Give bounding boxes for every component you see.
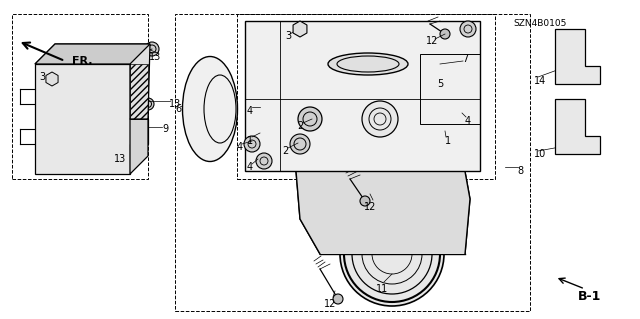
Text: 13: 13 xyxy=(114,154,126,164)
Text: 12: 12 xyxy=(324,299,336,309)
Text: 6: 6 xyxy=(175,104,181,114)
Circle shape xyxy=(254,126,270,142)
Text: 9: 9 xyxy=(162,124,168,134)
Polygon shape xyxy=(293,21,307,37)
Bar xyxy=(245,21,480,171)
Polygon shape xyxy=(35,44,150,64)
Polygon shape xyxy=(555,29,600,84)
Bar xyxy=(420,54,480,124)
Text: 4: 4 xyxy=(465,116,471,126)
Text: 5: 5 xyxy=(437,79,443,89)
Text: 4: 4 xyxy=(247,106,253,116)
Bar xyxy=(175,14,530,311)
Text: 2: 2 xyxy=(297,121,303,131)
Text: 8: 8 xyxy=(517,166,523,176)
Polygon shape xyxy=(295,61,470,254)
Circle shape xyxy=(290,134,310,154)
Text: 13: 13 xyxy=(149,52,161,62)
Circle shape xyxy=(440,29,450,39)
Text: 2: 2 xyxy=(282,146,288,156)
Text: 7: 7 xyxy=(462,54,468,64)
Circle shape xyxy=(333,294,343,304)
Text: 10: 10 xyxy=(534,149,546,159)
Text: 1: 1 xyxy=(247,136,253,146)
Circle shape xyxy=(244,136,260,152)
Text: 3: 3 xyxy=(39,72,45,82)
Polygon shape xyxy=(555,99,600,154)
Circle shape xyxy=(298,107,322,131)
Bar xyxy=(237,14,495,179)
Circle shape xyxy=(75,157,89,171)
Text: 12: 12 xyxy=(426,36,438,46)
Circle shape xyxy=(256,153,272,169)
Circle shape xyxy=(432,126,448,142)
Circle shape xyxy=(360,196,370,206)
Polygon shape xyxy=(46,72,58,86)
Text: 11: 11 xyxy=(376,284,388,294)
Polygon shape xyxy=(35,64,148,174)
Text: 4: 4 xyxy=(237,142,243,152)
Circle shape xyxy=(340,202,444,306)
Text: FR.: FR. xyxy=(72,56,93,66)
Circle shape xyxy=(452,106,468,122)
Text: 4: 4 xyxy=(247,162,253,172)
Circle shape xyxy=(460,21,476,37)
Polygon shape xyxy=(35,44,150,119)
Text: 1: 1 xyxy=(445,136,451,146)
Text: 14: 14 xyxy=(534,76,546,86)
Polygon shape xyxy=(130,119,148,174)
Ellipse shape xyxy=(328,53,408,75)
Ellipse shape xyxy=(182,56,237,161)
Circle shape xyxy=(254,101,270,117)
Text: SZN4B0105: SZN4B0105 xyxy=(513,19,566,28)
Bar xyxy=(12,14,148,179)
Text: B-1: B-1 xyxy=(579,291,602,303)
Circle shape xyxy=(362,101,398,137)
Circle shape xyxy=(145,42,159,56)
Circle shape xyxy=(142,98,154,110)
Text: 12: 12 xyxy=(364,202,376,212)
Text: 13: 13 xyxy=(169,99,181,109)
Text: 3: 3 xyxy=(285,31,291,41)
